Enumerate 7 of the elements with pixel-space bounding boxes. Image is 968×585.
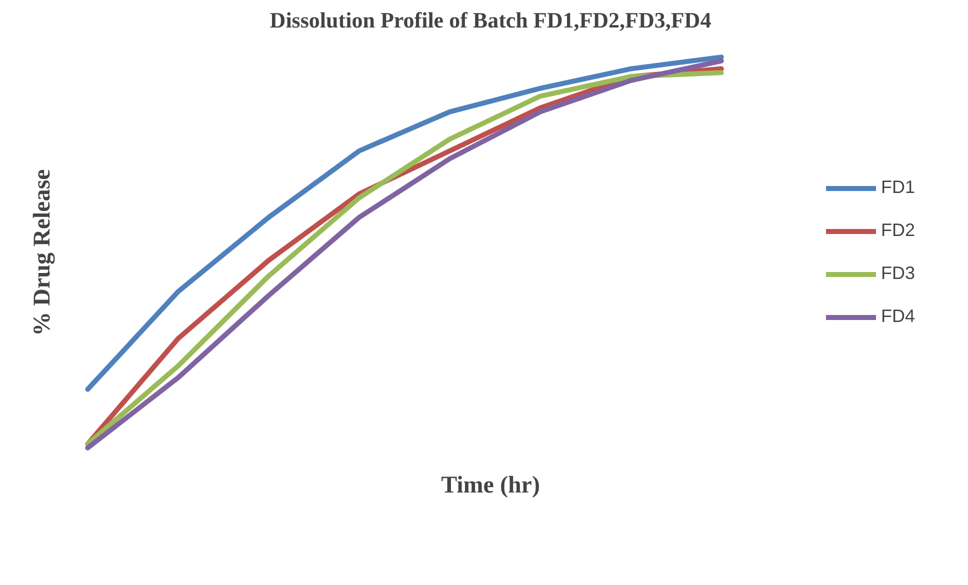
legend-label: FD3 <box>880 263 915 284</box>
legend-label: FD2 <box>880 220 915 241</box>
x-axis-title: Time (hr) <box>441 472 540 498</box>
y-axis-title: % Drug Release <box>30 168 56 336</box>
chart-title: Dissolution Profile of Batch FD1,FD2,FD3,FD4 <box>270 8 712 32</box>
legend-label: FD4 <box>880 306 915 327</box>
legend-label: FD1 <box>880 177 915 198</box>
